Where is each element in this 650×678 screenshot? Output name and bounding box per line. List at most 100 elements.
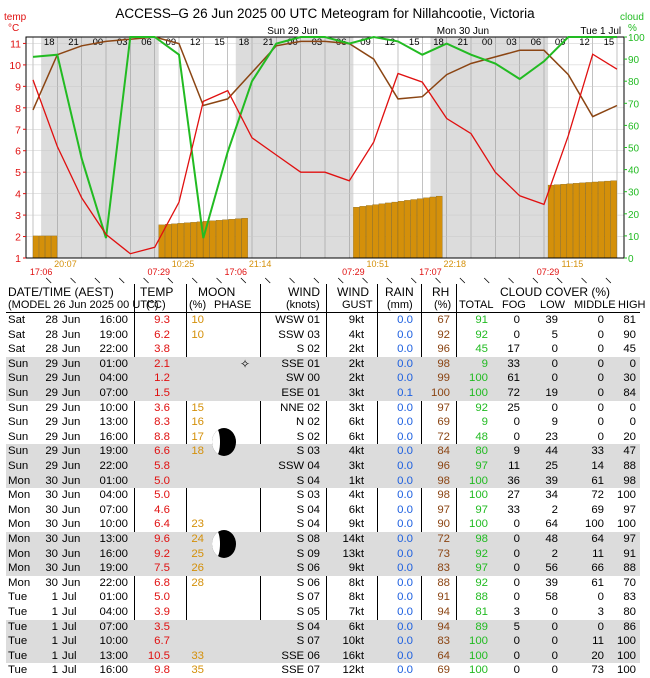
- cell-date: 29: [45, 401, 58, 414]
- moon-phase-bar: [184, 222, 191, 259]
- cell-day: Sat: [8, 328, 26, 341]
- cell-rain: 0.0: [397, 314, 413, 326]
- moon-phase-bar: [365, 205, 373, 259]
- cell-high: 90: [623, 328, 636, 341]
- hour-tick-label: 12: [190, 37, 201, 48]
- cell-wind: S 07: [296, 635, 320, 648]
- cell-mid: 0: [597, 591, 604, 604]
- cell-rain: 0.0: [397, 664, 413, 677]
- wind-barb: [70, 277, 76, 284]
- cell-mon: Jul: [62, 606, 77, 618]
- cell-time: 10:00: [99, 635, 128, 648]
- cell-wind: S 09: [296, 547, 320, 560]
- table-row: Tue 1 Jul 01:00 5.0 S 07 8kt 0.0 91 88 0 58 0 83: [6, 590, 640, 605]
- cell-wind: S 03: [296, 445, 320, 458]
- cell-date: 30: [45, 503, 58, 516]
- wind-barb: [605, 277, 612, 284]
- cell-rain: 0.0: [397, 503, 413, 516]
- cell-fog: 0: [513, 649, 520, 662]
- cell-date: 1: [51, 664, 58, 677]
- table-row: Mon 30 Jun 10:00 6.4 23 S 04 9kt 0.0 90 100 0 64 100 1…: [6, 517, 640, 532]
- cell-total: 80: [475, 445, 488, 458]
- left-tick-label: 8: [15, 103, 21, 115]
- right-tick-label: 20: [628, 210, 640, 221]
- header-rain-unit: (mm): [387, 299, 413, 311]
- cell-temp: 6.6: [154, 445, 170, 458]
- cell-temp: 9.6: [154, 533, 170, 545]
- cell-total: 97: [475, 562, 488, 575]
- cell-date: 30: [45, 562, 58, 575]
- cell-temp: 5.0: [154, 474, 170, 487]
- cell-fog: 27: [507, 489, 520, 502]
- cell-temp: 4.6: [154, 503, 170, 516]
- cell-time: 04:00: [99, 372, 128, 385]
- cell-temp: 9.3: [154, 314, 170, 326]
- moon-phase-bar: [228, 219, 236, 259]
- moon-phase-bar: [209, 220, 216, 259]
- cell-low: 58: [545, 591, 558, 604]
- cell-day: Tue: [8, 664, 28, 677]
- header-moon: MOON: [198, 285, 236, 299]
- cell-mon: Jun: [62, 474, 81, 487]
- moon-phase-bar: [215, 220, 223, 259]
- table-row: Tue 1 Jul 10:00 6.7 S 07 10kt 0.0 83 100 0 0 11 100: [6, 634, 640, 649]
- cell-time: 07:00: [99, 503, 128, 516]
- header-wind-unit: (knots): [286, 299, 320, 311]
- cell-mon: Jun: [62, 533, 81, 545]
- wind-barb: [581, 277, 587, 284]
- cell-mid: 20: [591, 649, 604, 662]
- cell-mon: Jun: [62, 547, 81, 560]
- cell-date: 29: [45, 387, 58, 399]
- left-tick-label: 9: [15, 81, 21, 93]
- cell-day: Tue: [8, 649, 28, 662]
- cell-time: 04:00: [99, 606, 128, 618]
- cell-temp: 6.2: [154, 328, 170, 341]
- cell-high: 84: [623, 387, 636, 399]
- cell-gust: 8kt: [348, 591, 364, 604]
- table-row: Sat 28 Jun 19:00 6.2 10 SSW 03 4kt 0.0 92 92 0 5 0 90: [6, 328, 640, 343]
- cell-high: 86: [623, 620, 636, 633]
- right-tick-label: 90: [628, 55, 640, 66]
- moon-time-label: 21:14: [249, 259, 272, 269]
- cell-rh: 83: [437, 562, 450, 575]
- cell-rain: 0.0: [397, 620, 413, 633]
- cell-fog: 0: [513, 430, 520, 443]
- cell-day: Sat: [8, 343, 26, 356]
- cell-mon: Jun: [62, 387, 81, 399]
- wind-barb: [264, 277, 271, 284]
- cell-gust: 4kt: [348, 445, 364, 458]
- table-row: Tue 1 Jul 13:00 10.5 33 SSE 06 16kt 0.0 64 100 0 0 20…: [6, 648, 640, 664]
- moon-phase-bar: [190, 222, 197, 259]
- cell-rain: 0.0: [397, 547, 413, 560]
- cell-date: 30: [45, 518, 58, 531]
- cloud-total-line: [32, 35, 617, 239]
- hour-tick-label: 12: [385, 37, 396, 48]
- cell-mid: 0: [597, 416, 604, 429]
- cell-total: 45: [475, 343, 488, 356]
- cell-date: 28: [45, 343, 58, 356]
- hour-tick-label: 03: [506, 37, 517, 48]
- cell-moon: 10: [191, 314, 204, 326]
- cell-rain: 0.0: [397, 430, 413, 443]
- cell-mid: 61: [591, 474, 604, 487]
- cell-rh: 72: [437, 533, 450, 545]
- right-tick-label: 70: [628, 99, 640, 110]
- cell-time: 22:00: [99, 576, 128, 589]
- cell-mid: 11: [592, 547, 604, 560]
- cell-day: Mon: [8, 474, 31, 487]
- cell-low: 0: [551, 649, 558, 662]
- cell-fog: 0: [513, 562, 520, 575]
- cell-time: 19:00: [99, 445, 128, 458]
- cell-rh: 83: [437, 635, 450, 648]
- table-row: Sun 29 Jun 10:00 3.6 15 NNE 02 3kt 0.0 97 92 25 0 0 0: [6, 401, 640, 416]
- cell-rain: 0.0: [397, 343, 413, 356]
- left-tick-label: 1: [15, 253, 21, 265]
- moon-phase-bar: [51, 235, 58, 259]
- header-temp: TEMP: [140, 285, 174, 299]
- moon-phase-bar: [385, 202, 392, 259]
- cell-fog: 0: [513, 533, 520, 545]
- cell-day: Sun: [8, 416, 29, 429]
- cell-mid: 11: [592, 635, 604, 648]
- cell-date: 29: [45, 445, 58, 458]
- cell-total: 91: [475, 314, 488, 326]
